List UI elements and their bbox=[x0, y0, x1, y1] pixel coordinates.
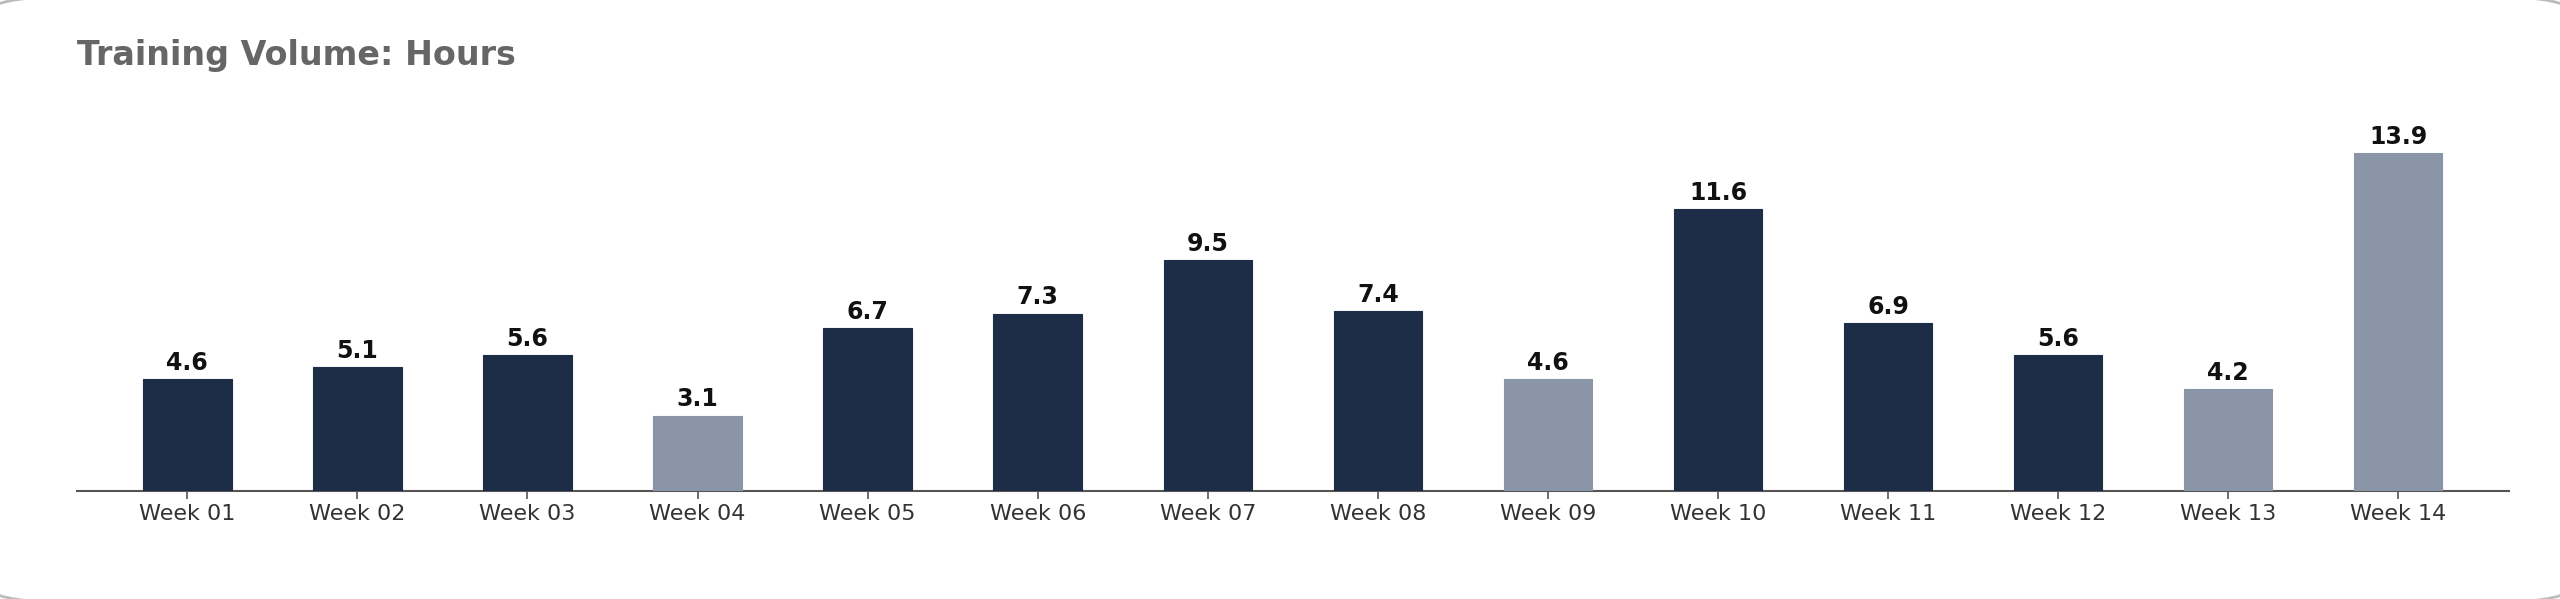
Text: 6.9: 6.9 bbox=[1866, 295, 1910, 319]
Text: 3.1: 3.1 bbox=[676, 388, 719, 412]
Bar bbox=[824, 328, 911, 491]
Text: 4.2: 4.2 bbox=[2207, 361, 2250, 385]
Text: 7.4: 7.4 bbox=[1357, 283, 1398, 307]
Bar bbox=[1165, 260, 1252, 491]
Text: 5.6: 5.6 bbox=[2038, 326, 2079, 350]
Bar bbox=[1843, 323, 1933, 491]
Text: 5.1: 5.1 bbox=[335, 339, 379, 363]
Bar bbox=[993, 314, 1083, 491]
Bar bbox=[2184, 389, 2273, 491]
Text: 7.3: 7.3 bbox=[1016, 285, 1060, 309]
Bar bbox=[1334, 311, 1421, 491]
Text: 6.7: 6.7 bbox=[847, 300, 888, 324]
Text: 9.5: 9.5 bbox=[1188, 232, 1229, 256]
Bar bbox=[312, 367, 402, 491]
Bar bbox=[1674, 209, 1761, 491]
Text: 11.6: 11.6 bbox=[1690, 181, 1746, 205]
Text: 4.6: 4.6 bbox=[1526, 351, 1569, 375]
Text: 13.9: 13.9 bbox=[2368, 125, 2427, 149]
Bar bbox=[484, 355, 571, 491]
Bar bbox=[653, 416, 742, 491]
Text: 5.6: 5.6 bbox=[507, 326, 548, 350]
Text: Training Volume: Hours: Training Volume: Hours bbox=[77, 39, 515, 72]
Text: 4.6: 4.6 bbox=[166, 351, 207, 375]
Bar bbox=[2355, 153, 2442, 491]
Bar bbox=[143, 379, 230, 491]
Bar bbox=[2015, 355, 2102, 491]
Bar bbox=[1503, 379, 1592, 491]
